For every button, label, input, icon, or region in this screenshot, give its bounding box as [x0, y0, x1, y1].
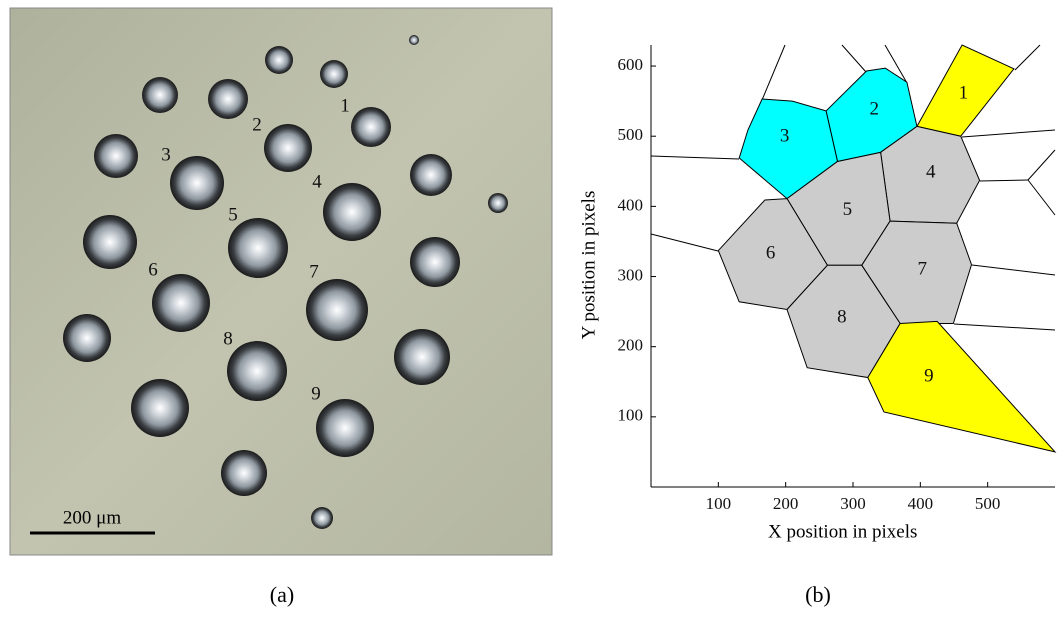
cell-label: 4	[926, 162, 936, 183]
scale-bar-label: 200 μm	[63, 507, 121, 528]
droplet-label: 9	[311, 383, 321, 404]
x-tick-label: 200	[773, 494, 799, 513]
droplet	[152, 274, 210, 332]
droplet	[320, 60, 348, 88]
droplet-label: 8	[223, 328, 233, 349]
droplet	[170, 156, 224, 210]
caption: (a)	[270, 582, 294, 607]
droplet	[394, 329, 450, 385]
cell-label: 3	[780, 125, 790, 146]
cell-label: 6	[766, 243, 776, 264]
droplet-label: 3	[161, 144, 171, 165]
y-tick-label: 600	[618, 55, 644, 74]
droplet	[142, 77, 178, 113]
x-tick-label: 500	[975, 494, 1001, 513]
droplet	[323, 183, 381, 241]
y-axis-label: Y position in pixels	[578, 191, 599, 340]
droplet	[410, 237, 460, 287]
droplet	[306, 279, 368, 341]
droplet-label: 5	[228, 204, 238, 225]
micrograph	[10, 8, 552, 555]
x-tick-label: 400	[908, 494, 934, 513]
droplet	[221, 450, 267, 496]
droplet-label: 2	[252, 114, 262, 135]
y-tick-label: 500	[618, 125, 644, 144]
droplet	[83, 215, 137, 269]
droplet	[410, 154, 452, 196]
droplet	[228, 218, 288, 278]
cell-label: 8	[837, 307, 847, 328]
x-tick-label: 100	[706, 494, 732, 513]
droplet	[351, 107, 391, 147]
droplet	[131, 379, 189, 437]
cell-label: 7	[917, 259, 927, 280]
droplet	[264, 124, 312, 172]
cell-label: 9	[924, 366, 934, 387]
cell-label: 2	[870, 99, 880, 120]
droplet	[409, 35, 419, 45]
x-tick-label: 300	[840, 494, 866, 513]
droplet	[63, 314, 111, 362]
droplet	[208, 79, 248, 119]
x-axis-label: X position in pixels	[768, 521, 917, 542]
droplet-label: 1	[340, 95, 350, 116]
y-tick-label: 200	[618, 336, 644, 355]
droplet	[265, 46, 293, 74]
droplet	[227, 341, 287, 401]
droplet-label: 4	[312, 171, 322, 192]
figure: 200 μm (a) (b) 1 2 3 4 5 6 7 8 9 X position in p…	[0, 0, 1059, 613]
droplet	[488, 193, 508, 213]
droplet-label: 7	[309, 261, 319, 282]
y-tick-label: 400	[618, 195, 644, 214]
y-tick-label: 300	[618, 265, 644, 284]
caption: (b)	[805, 582, 831, 607]
y-tick-label: 100	[618, 406, 644, 425]
droplet	[94, 134, 138, 178]
cell-label: 1	[959, 82, 969, 103]
droplet	[311, 507, 333, 529]
droplet	[316, 399, 374, 457]
droplet-label: 6	[148, 259, 158, 280]
voronoi-cell	[868, 321, 1055, 451]
cell-label: 5	[843, 199, 853, 220]
